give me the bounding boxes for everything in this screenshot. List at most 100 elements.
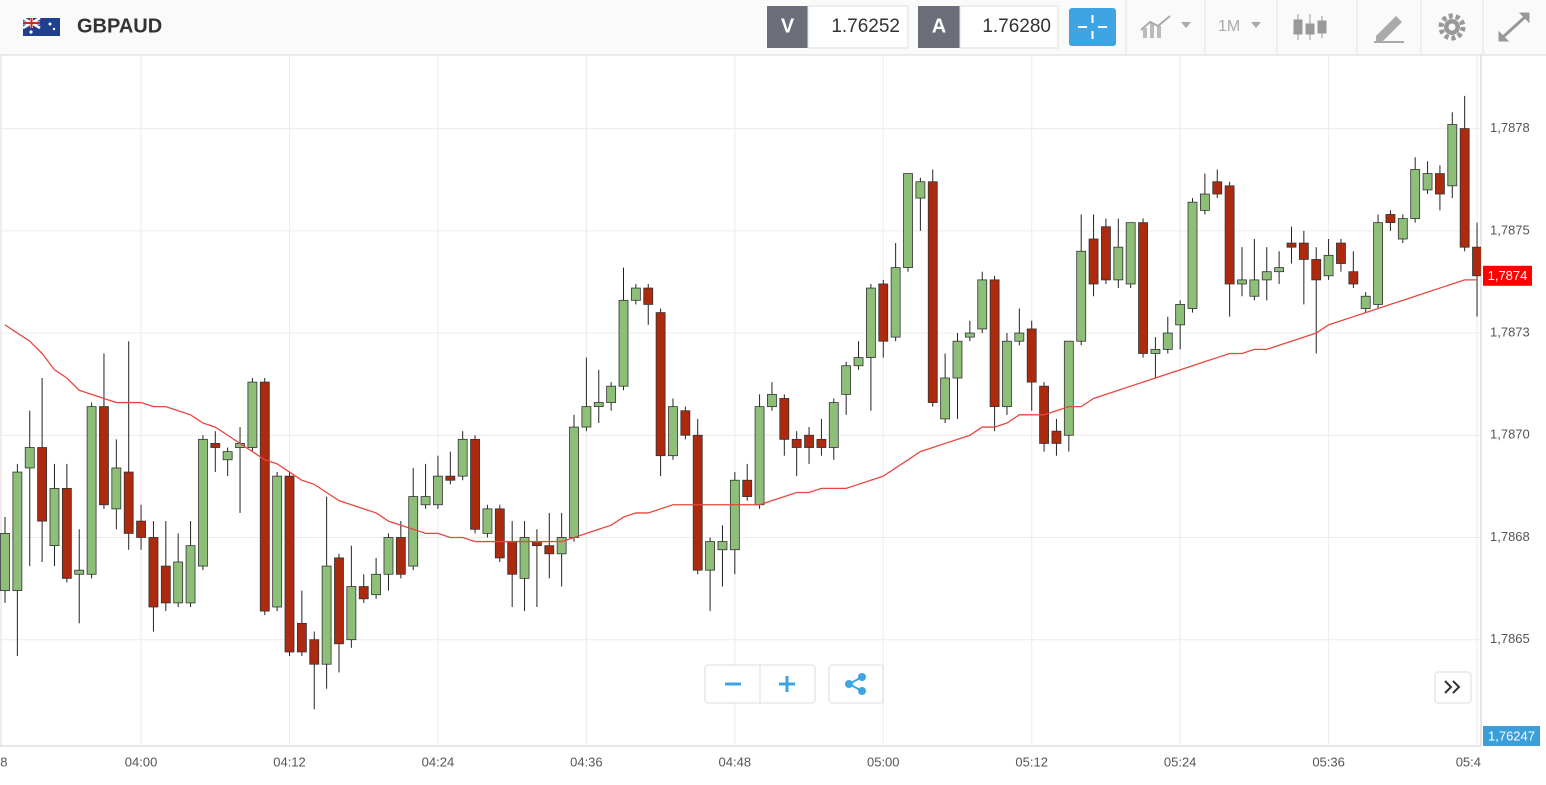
last-price-label: 1,7874: [1488, 268, 1528, 283]
candle-body: [581, 406, 592, 428]
candle-body: [37, 447, 48, 522]
scroll-latest-button[interactable]: [1434, 671, 1472, 704]
candle-body: [964, 332, 975, 338]
candle-body: [185, 545, 196, 604]
candle-body: [1336, 242, 1346, 264]
candle-body: [977, 279, 988, 330]
toolbar: GBPAUD V 1.76252 A 1.76280 1M: [0, 0, 1546, 56]
draw-tool-button[interactable]: [1374, 16, 1404, 43]
candle-body: [816, 438, 827, 448]
candle-body: [853, 357, 864, 367]
candle-body: [556, 537, 567, 555]
candle-body: [841, 365, 852, 395]
candle-body: [1249, 279, 1260, 297]
candle-body: [1113, 246, 1124, 281]
x-tick-label: 04:24: [422, 754, 455, 769]
candle-body: [779, 398, 790, 440]
candle-body: [148, 537, 159, 608]
fullscreen-button[interactable]: [1498, 12, 1530, 42]
candle-body: [1373, 222, 1383, 305]
x-tick-label: 05:12: [1015, 754, 1048, 769]
y-tick-label: 1,7870: [1490, 427, 1530, 442]
candle-body: [173, 561, 184, 604]
x-tick-label: 05:36: [1312, 754, 1345, 769]
candle-body: [890, 267, 901, 338]
candle-body: [358, 586, 369, 600]
candle-body: [420, 496, 431, 506]
candle-body: [1261, 271, 1272, 281]
candle-body: [1385, 214, 1396, 224]
candle-body: [643, 287, 654, 305]
share-button[interactable]: [828, 664, 884, 704]
candle-body: [383, 537, 394, 575]
candle-body: [408, 496, 419, 567]
candle-body: [1472, 246, 1481, 277]
candle-body: [989, 279, 1000, 408]
candle-body: [111, 467, 122, 510]
buy-button[interactable]: [918, 6, 960, 48]
candle-body: [123, 471, 134, 534]
buy-price-box: [959, 5, 1059, 49]
separators: [1125, 0, 1484, 55]
candle-body: [49, 488, 60, 547]
candle-body: [692, 434, 703, 571]
candle-body: [309, 639, 320, 665]
candle-body: [940, 377, 951, 420]
candle-body: [754, 406, 765, 506]
candle-body: [284, 475, 295, 653]
candle-body: [136, 520, 146, 538]
candle-body: [618, 299, 629, 387]
x-axis: 04:00 04:12 04:24 04:36 04:48 05:00 05:12 05:24…: [0, 754, 1481, 769]
candle-body: [482, 508, 493, 534]
x-tick-label: 04:12: [273, 754, 306, 769]
candle-body: [742, 479, 753, 497]
plot-area: [0, 95, 1481, 710]
candle-body: [519, 537, 530, 579]
candle-body: [804, 434, 814, 448]
candle-body: [24, 447, 35, 469]
candle-body: [544, 545, 555, 555]
settings-button[interactable]: [1438, 13, 1466, 41]
chart-type-button[interactable]: [1140, 15, 1191, 38]
candle-body: [1002, 340, 1012, 408]
candle-body: [371, 573, 382, 596]
candle-body: [1360, 295, 1371, 309]
candle-body: [1348, 271, 1359, 285]
symbol: GBPAUD: [77, 15, 162, 37]
candle-body: [12, 471, 23, 592]
x-tick-label: 04:48: [719, 754, 752, 769]
y-tick-label: 1,7875: [1490, 222, 1530, 237]
candle-body: [1323, 254, 1334, 277]
x-tick-label: 05:4: [1456, 754, 1481, 769]
candle-body: [334, 557, 344, 645]
sell-button[interactable]: [767, 6, 808, 48]
x-tick-label: 05:00: [867, 754, 900, 769]
crosshair-button[interactable]: [1069, 8, 1116, 46]
candle-body: [878, 283, 889, 342]
candle-style-button[interactable]: [1293, 14, 1327, 40]
buy-label: A: [932, 15, 946, 37]
candle-body: [259, 381, 270, 612]
candle-body: [952, 340, 963, 379]
candle-body: [507, 541, 518, 575]
candle-body: [0, 532, 10, 592]
flag: [22, 16, 60, 36]
candle-body: [1088, 238, 1099, 285]
candle-body: [247, 381, 258, 448]
candle-body: [321, 565, 332, 665]
candle-body: [1014, 332, 1025, 342]
cursor-tag: [1483, 726, 1540, 746]
zoom-in-button[interactable]: [779, 676, 795, 692]
candle-body: [272, 475, 283, 608]
y-tick-label: 1,7865: [1490, 631, 1530, 646]
candle-body: [160, 565, 171, 604]
candle-body: [86, 406, 97, 575]
candle-body: [1397, 218, 1408, 240]
candle-body: [494, 508, 505, 559]
candle-body: [1101, 226, 1111, 281]
timeframe-button[interactable]: 1M: [1218, 18, 1261, 35]
candle-body: [915, 181, 926, 199]
candle-body: [1286, 242, 1297, 248]
candle-body: [1150, 348, 1161, 354]
